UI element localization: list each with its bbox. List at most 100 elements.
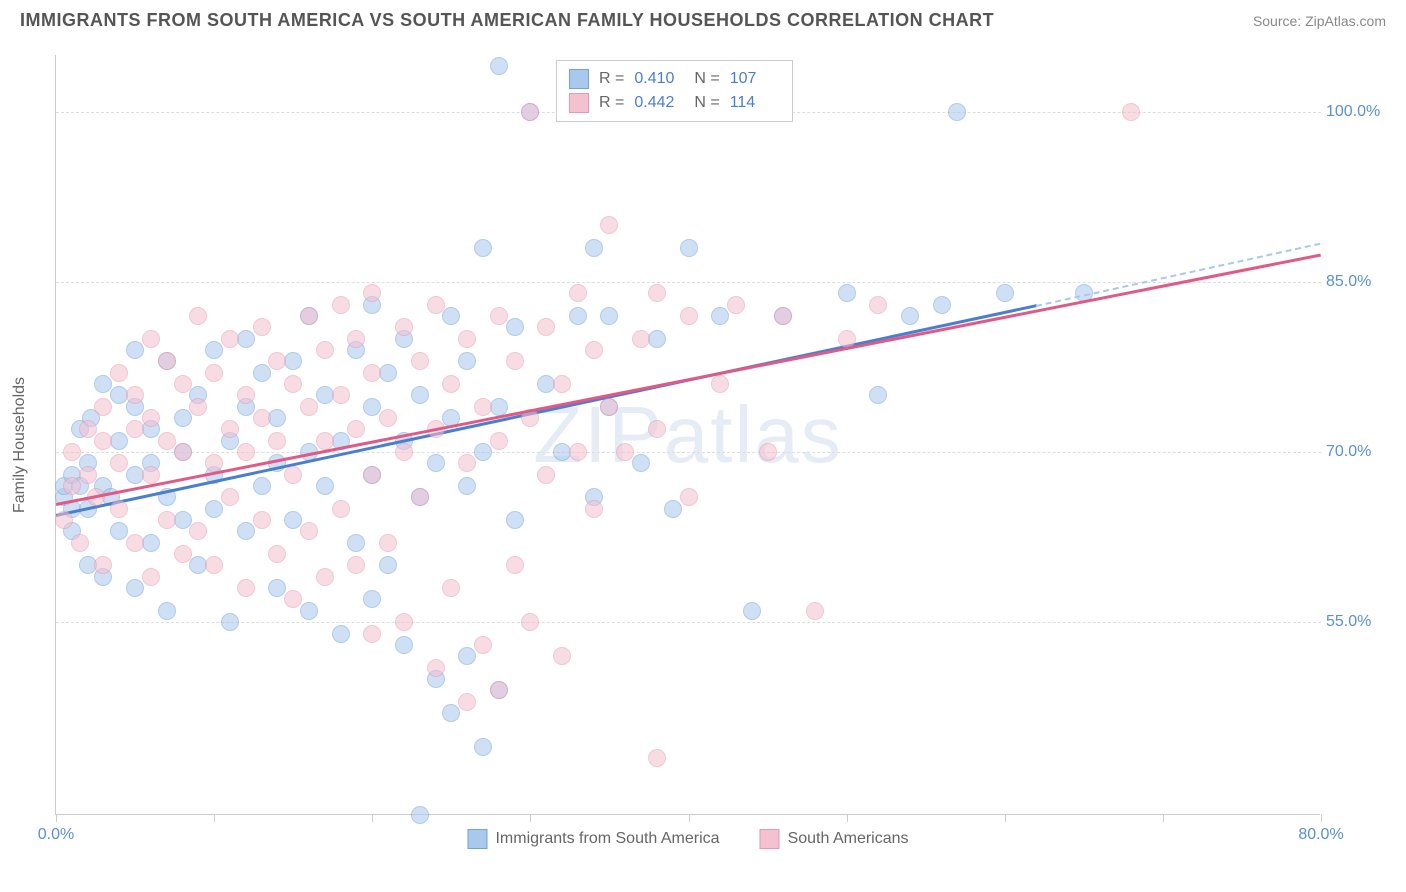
scatter-point <box>158 432 176 450</box>
scatter-point <box>221 613 239 631</box>
scatter-point <box>490 681 508 699</box>
scatter-point <box>569 307 587 325</box>
scatter-point <box>268 545 286 563</box>
chart-container: Family Households ZIPatlas R =0.410N =10… <box>55 55 1385 835</box>
scatter-point <box>363 364 381 382</box>
x-tick <box>1163 814 1164 822</box>
legend-series: Immigrants from South AmericaSouth Ameri… <box>467 829 908 849</box>
scatter-point <box>347 556 365 574</box>
scatter-point <box>300 398 318 416</box>
scatter-point <box>126 341 144 359</box>
scatter-point <box>126 534 144 552</box>
scatter-point <box>458 352 476 370</box>
scatter-point <box>158 511 176 529</box>
scatter-point <box>253 477 271 495</box>
scatter-point <box>332 386 350 404</box>
x-tick <box>372 814 373 822</box>
scatter-point <box>316 432 334 450</box>
scatter-point <box>284 466 302 484</box>
scatter-point <box>237 522 255 540</box>
scatter-point <box>996 284 1014 302</box>
scatter-point <box>632 454 650 472</box>
scatter-point <box>221 330 239 348</box>
legend-n-label: N = <box>694 70 719 88</box>
scatter-point <box>284 511 302 529</box>
scatter-point <box>521 103 539 121</box>
scatter-point <box>458 693 476 711</box>
legend-n-value: 107 <box>730 70 780 88</box>
scatter-point <box>316 341 334 359</box>
x-tick <box>847 814 848 822</box>
x-tick <box>1005 814 1006 822</box>
scatter-point <box>237 330 255 348</box>
scatter-point <box>743 602 761 620</box>
scatter-point <box>316 568 334 586</box>
scatter-point <box>237 579 255 597</box>
scatter-point <box>711 307 729 325</box>
scatter-point <box>585 239 603 257</box>
x-tick <box>56 814 57 822</box>
scatter-point <box>110 522 128 540</box>
y-tick-label: 100.0% <box>1326 103 1380 121</box>
scatter-point <box>316 477 334 495</box>
scatter-point <box>427 454 445 472</box>
scatter-point <box>55 511 73 529</box>
scatter-point <box>284 352 302 370</box>
scatter-point <box>221 488 239 506</box>
scatter-point <box>110 364 128 382</box>
scatter-point <box>490 432 508 450</box>
scatter-point <box>411 352 429 370</box>
scatter-point <box>458 330 476 348</box>
scatter-point <box>126 579 144 597</box>
scatter-point <box>110 500 128 518</box>
scatter-point <box>474 636 492 654</box>
scatter-point <box>79 420 97 438</box>
scatter-point <box>174 375 192 393</box>
scatter-point <box>585 341 603 359</box>
scatter-point <box>553 375 571 393</box>
scatter-point <box>142 330 160 348</box>
x-tick <box>530 814 531 822</box>
scatter-point <box>379 556 397 574</box>
scatter-point <box>158 602 176 620</box>
scatter-point <box>379 364 397 382</box>
scatter-point <box>253 318 271 336</box>
scatter-point <box>142 466 160 484</box>
scatter-point <box>300 307 318 325</box>
scatter-point <box>94 375 112 393</box>
scatter-point <box>363 466 381 484</box>
scatter-point <box>284 375 302 393</box>
scatter-point <box>585 500 603 518</box>
scatter-point <box>1122 103 1140 121</box>
scatter-point <box>205 500 223 518</box>
scatter-point <box>411 806 429 824</box>
scatter-point <box>869 386 887 404</box>
scatter-point <box>221 420 239 438</box>
scatter-point <box>442 375 460 393</box>
scatter-point <box>379 534 397 552</box>
scatter-point <box>347 420 365 438</box>
scatter-point <box>537 318 555 336</box>
legend-swatch <box>467 829 487 849</box>
scatter-point <box>363 398 381 416</box>
scatter-point <box>600 216 618 234</box>
scatter-point <box>774 307 792 325</box>
scatter-point <box>458 454 476 472</box>
legend-swatch <box>569 69 589 89</box>
legend-label: Immigrants from South America <box>495 830 719 848</box>
scatter-point <box>253 409 271 427</box>
scatter-point <box>680 307 698 325</box>
scatter-point <box>94 398 112 416</box>
x-tick-label: 0.0% <box>38 826 74 844</box>
scatter-point <box>332 296 350 314</box>
scatter-point <box>711 375 729 393</box>
legend-r-value: 0.410 <box>634 70 684 88</box>
scatter-point <box>727 296 745 314</box>
scatter-point <box>332 625 350 643</box>
x-tick <box>214 814 215 822</box>
scatter-point <box>648 330 666 348</box>
scatter-point <box>664 500 682 518</box>
gridline <box>56 282 1321 283</box>
scatter-point <box>63 477 81 495</box>
scatter-point <box>506 511 524 529</box>
